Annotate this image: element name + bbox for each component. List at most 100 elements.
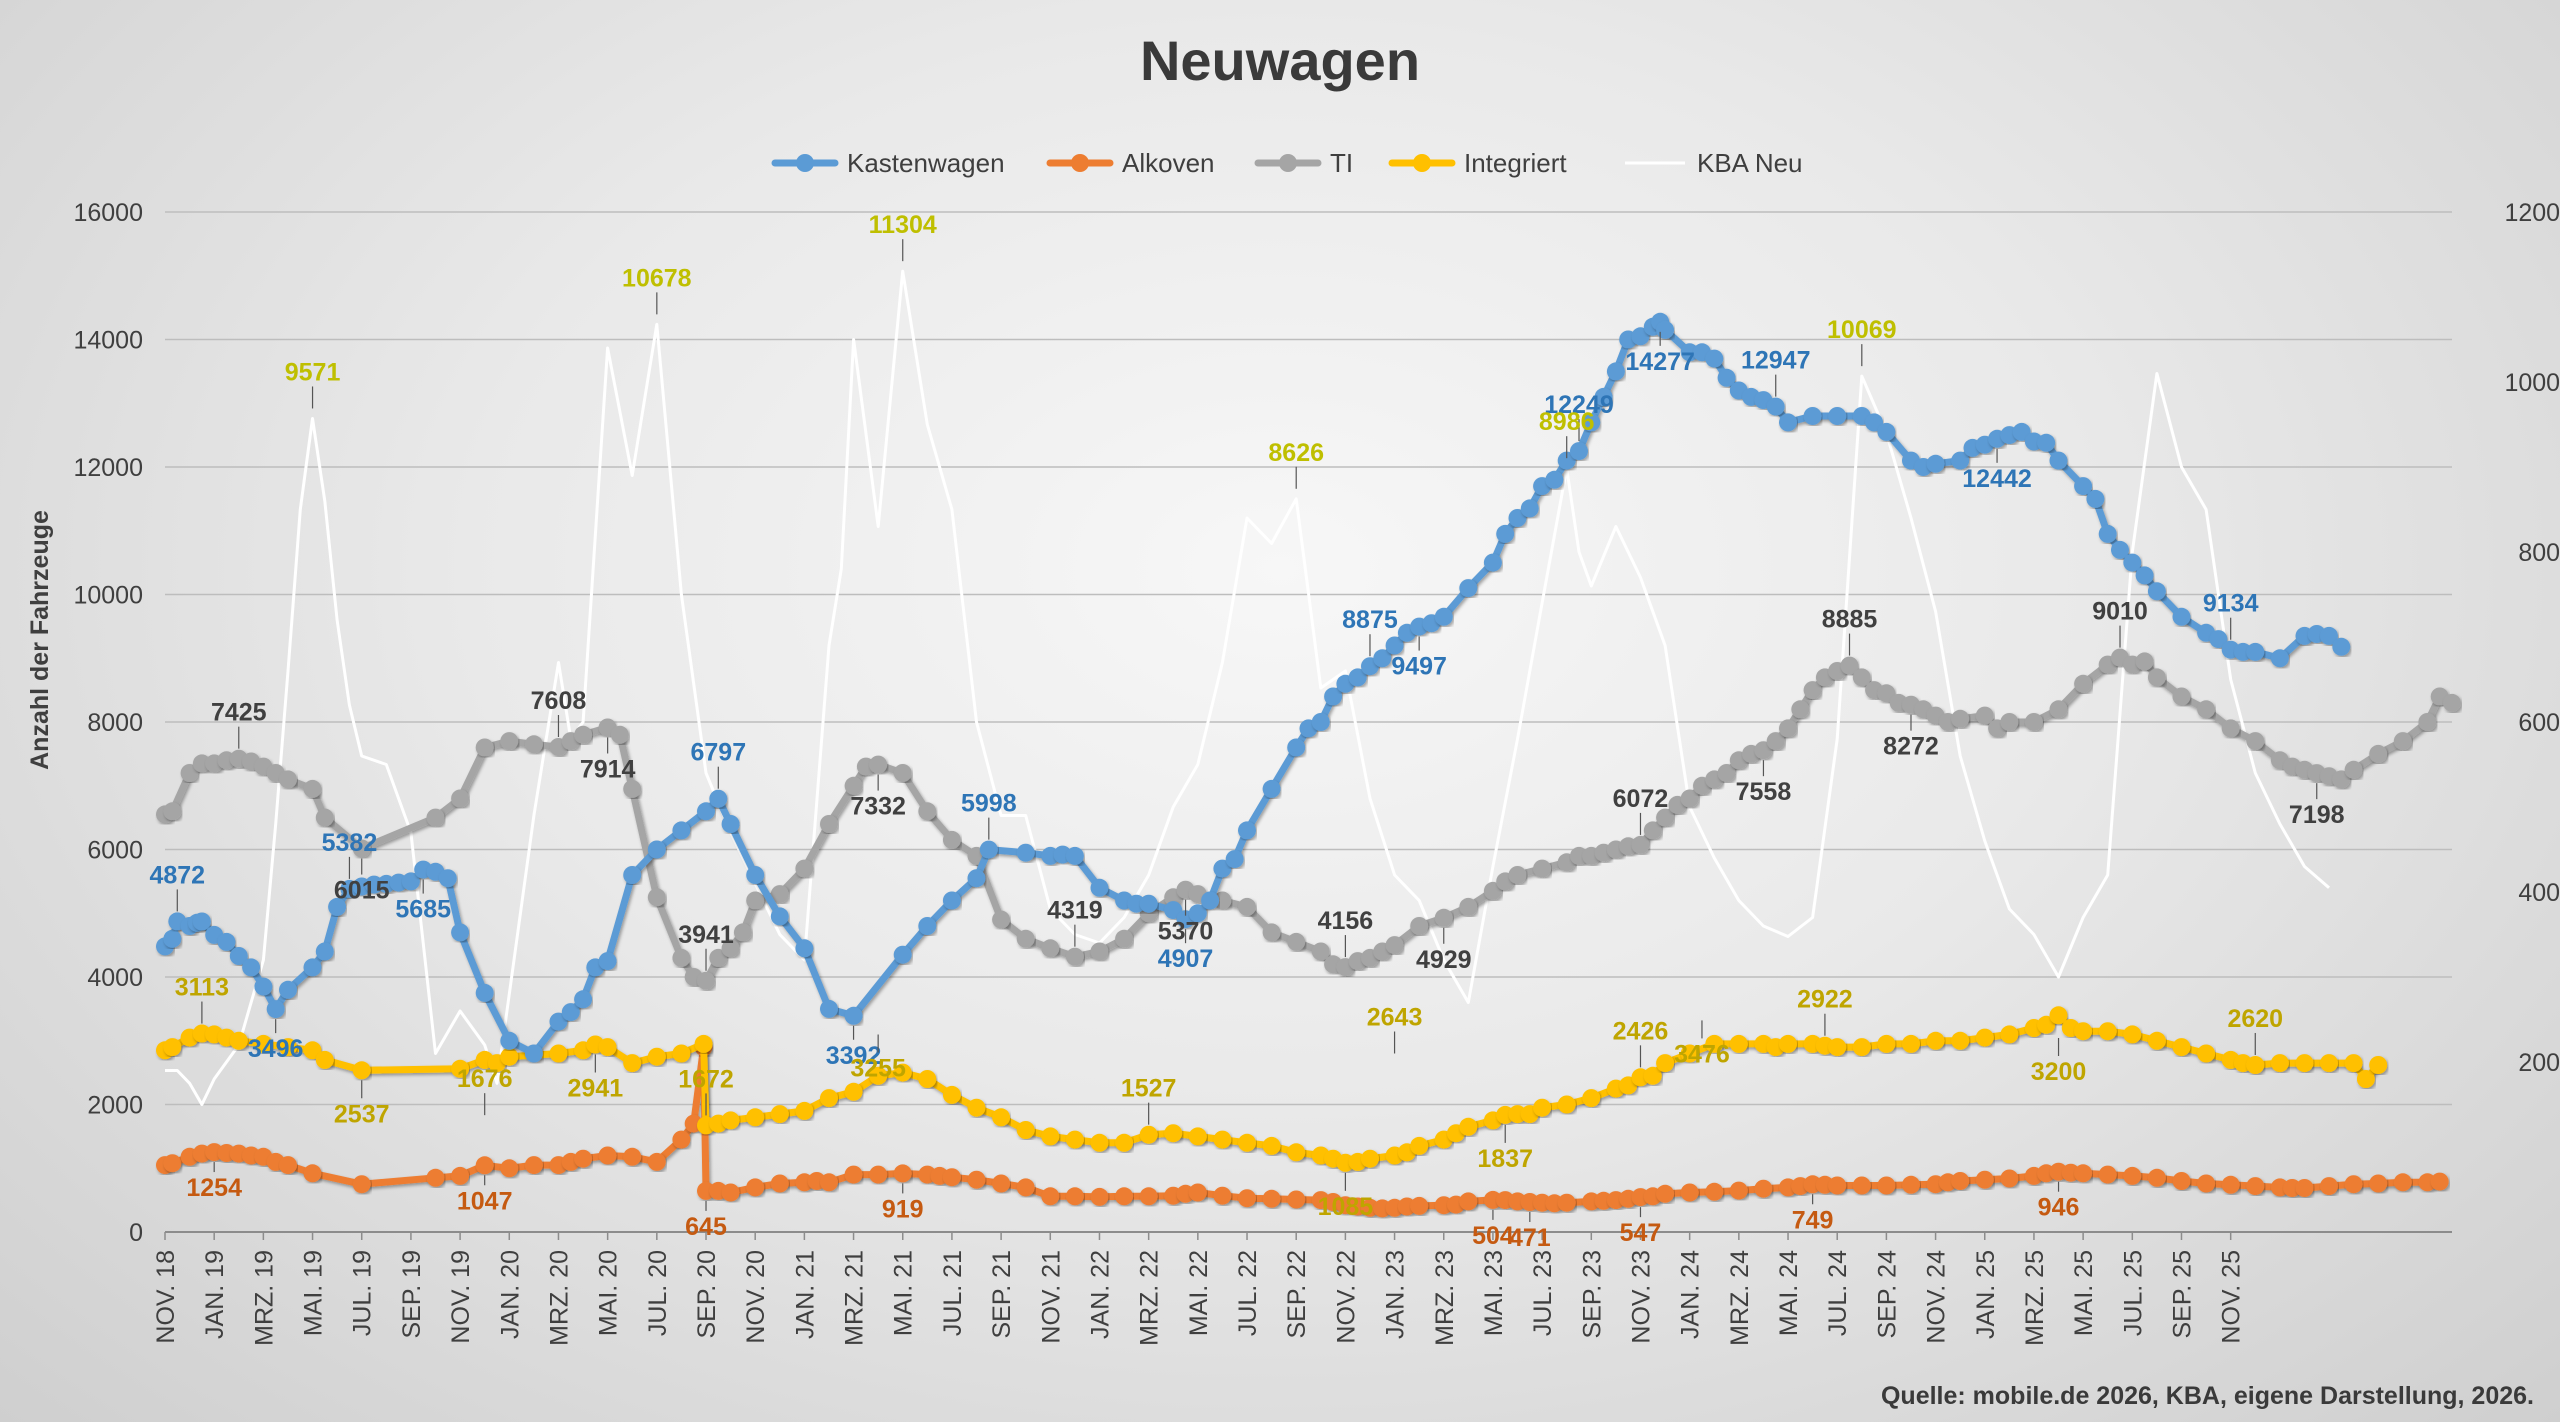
data-point [1115, 1133, 1134, 1152]
data-point [844, 776, 863, 795]
data-point [2209, 630, 2228, 649]
data-point [1582, 413, 1601, 432]
data-point [1803, 681, 1822, 700]
data-point [315, 808, 334, 827]
data-point [2295, 1054, 2314, 1073]
data-point [500, 732, 519, 751]
data-point [426, 1168, 445, 1187]
data-point [303, 779, 322, 798]
y2-tick-label: 4000 [2518, 879, 2560, 907]
x-tick-label: NOV. 23 [1627, 1250, 1655, 1344]
series-alkoven [156, 1038, 2449, 1218]
data-label: 3392 [826, 1042, 882, 1070]
x-tick-label: JAN. 25 [1972, 1250, 2000, 1339]
series-integriert [156, 1006, 2388, 1172]
data-point [1656, 1184, 1675, 1203]
x-tick-label: NOV. 25 [2218, 1250, 2246, 1344]
data-point [942, 830, 961, 849]
legend-swatch-marker [796, 154, 814, 172]
legend-label: KBA Neu [1697, 148, 1803, 178]
data-point [942, 891, 961, 910]
data-point [770, 907, 789, 926]
data-point [1459, 1192, 1478, 1211]
data-point [1803, 407, 1822, 425]
data-point [1779, 1034, 1797, 1053]
data-point [2147, 668, 2166, 687]
x-tick-label: MRZ. 23 [1431, 1250, 1459, 1346]
data-point [1877, 1176, 1896, 1195]
data-point [1016, 843, 1035, 862]
data-point [500, 1031, 519, 1050]
data-point [1533, 1098, 1552, 1117]
x-tick-label: MRZ. 22 [1136, 1250, 1164, 1346]
data-point [2197, 1044, 2216, 1063]
data-point [1643, 821, 1662, 840]
x-tick-label: SEP. 22 [1283, 1250, 1311, 1339]
data-point [2332, 770, 2351, 789]
legend-label: Alkoven [1122, 148, 1215, 178]
data-point [2295, 1179, 2314, 1197]
data-point [598, 952, 617, 971]
data-point [1508, 866, 1527, 884]
data-label: 8986 [1539, 408, 1595, 436]
data-label: 8272 [1883, 733, 1939, 761]
data-point [1594, 387, 1613, 406]
data-point [500, 1159, 519, 1178]
data-point [352, 839, 371, 858]
data-point [733, 923, 752, 942]
data-point [672, 1130, 691, 1149]
data-point [2393, 732, 2412, 751]
data-point [352, 1175, 371, 1194]
data-point [721, 815, 740, 833]
y-tick-label: 4000 [87, 964, 143, 992]
data-point [672, 948, 691, 967]
data-point [844, 1082, 863, 1101]
data-point [2074, 1164, 2093, 1183]
data-point [315, 1050, 334, 1069]
data-point [451, 1059, 470, 1078]
data-point [328, 897, 347, 916]
data-point [1016, 1121, 1035, 1139]
data-point [746, 1108, 765, 1127]
data-point [1533, 859, 1552, 878]
data-point [451, 789, 470, 808]
data-label: 4156 [1318, 907, 1374, 935]
data-point [2356, 1070, 2375, 1088]
data-label: 3200 [2031, 1058, 2087, 1086]
data-point [1348, 668, 1367, 687]
data-point [1287, 738, 1306, 757]
data-point [2074, 674, 2093, 693]
data-label: 1672 [678, 1065, 734, 1093]
data-point [2246, 1177, 2265, 1196]
x-tick-label: MRZ. 19 [250, 1250, 278, 1346]
y2-tick-label: 8000 [2518, 539, 2560, 567]
data-point [2086, 489, 2105, 508]
x-tick-label: SEP. 20 [693, 1250, 721, 1339]
x-tick-label: MRZ. 24 [1726, 1250, 1754, 1346]
chart-title: Neuwagen [1140, 29, 1420, 92]
data-label: 471 [1509, 1224, 1551, 1252]
data-label: 6072 [1613, 785, 1669, 813]
data-point [1385, 636, 1404, 655]
x-tick-label: NOV. 18 [152, 1250, 180, 1344]
data-point [2049, 700, 2068, 719]
data-point [893, 1063, 912, 1082]
data-point [1238, 1189, 1256, 1208]
data-point [1238, 1133, 1256, 1152]
data-point [1606, 362, 1625, 381]
data-point [1680, 1183, 1699, 1202]
x-tick-label: JUL. 20 [644, 1250, 672, 1336]
legend: Kastenwagen Alkoven TI Integriert KBA Neu [771, 148, 1803, 178]
x-tick-label: MRZ. 25 [2021, 1250, 2049, 1346]
data-label: 4907 [1158, 945, 1214, 973]
data-point [1852, 1038, 1871, 1057]
data-point [500, 1047, 519, 1066]
data-point [746, 891, 765, 910]
data-point [303, 1164, 322, 1183]
data-point [2111, 540, 2129, 559]
data-point [163, 1154, 182, 1173]
data-label: 1527 [1121, 1075, 1177, 1103]
data-point [1459, 579, 1478, 598]
x-tick-label: MAI. 24 [1775, 1250, 1803, 1336]
